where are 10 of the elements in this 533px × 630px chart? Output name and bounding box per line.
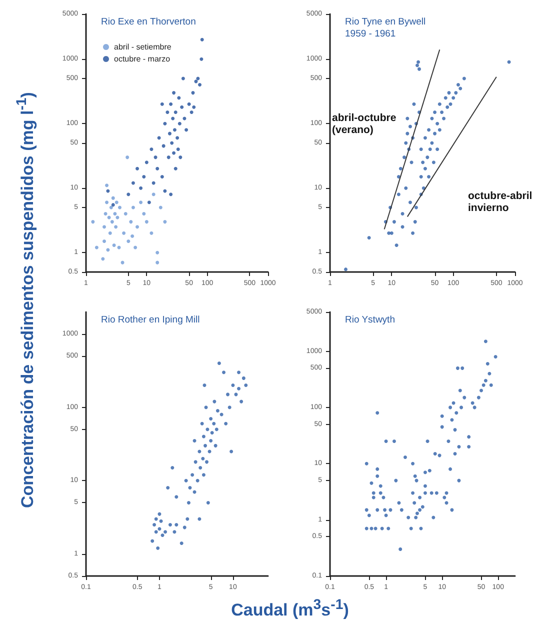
chart-title: Rio Tyne en Bywell (345, 16, 426, 28)
x-axis-title: Caudal (m$^{3}$s$^{-1}$) (231, 597, 349, 621)
annotation: abril-octubre (verano) (332, 112, 396, 136)
chart-title: Rio Ystwyth (345, 314, 395, 326)
legend-label: abril - setiembre (114, 42, 172, 52)
text: 1959 - 1961 (345, 28, 396, 40)
legend-label: octubre - marzo (114, 54, 171, 64)
chart-title: Rio Exe en Thorverton (101, 16, 196, 28)
chart-title: Rio Rother en Iping Mill (101, 314, 200, 326)
annotation: octubre-abril invierno (468, 190, 532, 214)
